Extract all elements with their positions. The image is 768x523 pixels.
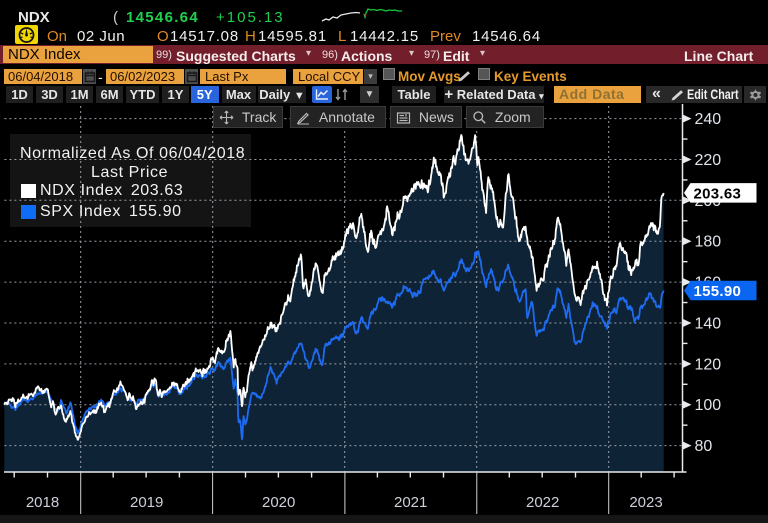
svg-text:2019: 2019 [130,494,163,511]
svg-text:100: 100 [695,397,722,414]
svg-text:120: 120 [695,356,722,373]
svg-text:240: 240 [695,111,722,128]
svg-text:140: 140 [695,315,722,332]
svg-text:180: 180 [695,234,722,251]
svg-text:220: 220 [695,152,722,169]
svg-text:2022: 2022 [526,494,559,511]
svg-text:80: 80 [695,438,713,455]
svg-text:2018: 2018 [26,494,59,511]
svg-text:203.63: 203.63 [694,185,742,202]
svg-text:2020: 2020 [262,494,295,511]
svg-text:2021: 2021 [394,494,427,511]
svg-text:155.90: 155.90 [694,283,742,300]
svg-text:2023: 2023 [629,494,662,511]
